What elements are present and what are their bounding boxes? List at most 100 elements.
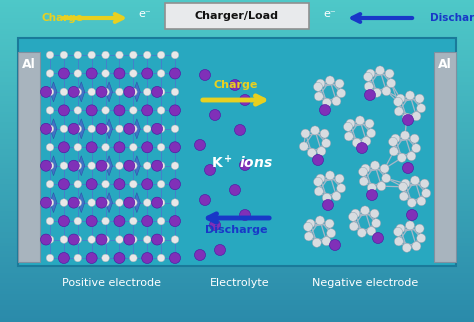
Circle shape [325, 219, 334, 228]
Circle shape [46, 125, 54, 133]
Circle shape [157, 217, 165, 225]
Circle shape [382, 87, 391, 96]
Polygon shape [133, 193, 140, 213]
Circle shape [60, 199, 68, 206]
Circle shape [337, 184, 346, 193]
Circle shape [171, 88, 179, 96]
Circle shape [60, 180, 68, 188]
Circle shape [88, 199, 95, 206]
Circle shape [46, 236, 54, 243]
Circle shape [102, 144, 109, 151]
Circle shape [335, 174, 344, 183]
Circle shape [415, 94, 424, 103]
Circle shape [417, 197, 426, 206]
Circle shape [171, 144, 179, 151]
Circle shape [304, 232, 313, 241]
Circle shape [361, 206, 370, 215]
Circle shape [157, 144, 165, 151]
Circle shape [377, 182, 386, 191]
Circle shape [200, 70, 210, 80]
Circle shape [171, 51, 179, 59]
Polygon shape [106, 156, 112, 176]
Circle shape [40, 86, 52, 98]
Circle shape [194, 250, 206, 260]
Circle shape [88, 51, 95, 59]
Text: e⁻: e⁻ [323, 9, 336, 19]
Circle shape [357, 228, 366, 237]
Circle shape [102, 180, 109, 188]
Polygon shape [50, 119, 57, 139]
Circle shape [359, 177, 368, 186]
Circle shape [301, 129, 310, 138]
Circle shape [157, 254, 165, 262]
Circle shape [102, 51, 109, 59]
Circle shape [60, 162, 68, 169]
Circle shape [365, 119, 374, 128]
Circle shape [102, 254, 109, 262]
Circle shape [306, 219, 315, 228]
Circle shape [68, 123, 79, 134]
Polygon shape [133, 119, 140, 139]
Circle shape [116, 254, 123, 262]
Circle shape [74, 199, 82, 206]
Circle shape [415, 224, 424, 233]
Circle shape [326, 171, 335, 180]
Circle shape [88, 236, 95, 243]
Circle shape [116, 88, 123, 96]
Circle shape [327, 229, 336, 238]
Circle shape [144, 125, 151, 133]
Circle shape [396, 94, 405, 103]
Polygon shape [78, 119, 85, 139]
Polygon shape [50, 82, 57, 102]
Circle shape [129, 199, 137, 206]
Circle shape [152, 197, 163, 208]
Circle shape [393, 97, 402, 106]
Circle shape [102, 162, 109, 169]
Circle shape [402, 163, 413, 174]
Circle shape [60, 254, 68, 262]
Circle shape [319, 105, 330, 116]
Circle shape [344, 122, 353, 131]
Text: Discharge: Discharge [205, 225, 267, 235]
Circle shape [337, 89, 346, 98]
Circle shape [412, 112, 421, 121]
Circle shape [144, 236, 151, 243]
Circle shape [88, 180, 95, 188]
Polygon shape [106, 82, 112, 102]
Circle shape [144, 88, 151, 96]
Circle shape [171, 199, 179, 206]
Circle shape [402, 243, 411, 252]
Circle shape [322, 237, 331, 246]
Circle shape [322, 139, 331, 148]
Circle shape [114, 142, 125, 153]
Polygon shape [78, 193, 85, 213]
Circle shape [129, 254, 137, 262]
Circle shape [362, 137, 371, 146]
Circle shape [46, 51, 54, 59]
Circle shape [229, 80, 240, 90]
Circle shape [46, 199, 54, 206]
Circle shape [116, 125, 123, 133]
Circle shape [157, 70, 165, 77]
Circle shape [102, 199, 109, 206]
Circle shape [366, 190, 377, 201]
Circle shape [68, 160, 79, 171]
Circle shape [170, 252, 181, 263]
Circle shape [307, 148, 316, 157]
Circle shape [46, 107, 54, 114]
Circle shape [144, 144, 151, 151]
Circle shape [116, 180, 123, 188]
Circle shape [372, 88, 381, 97]
Circle shape [60, 107, 68, 114]
Circle shape [157, 107, 165, 114]
Circle shape [235, 125, 246, 136]
Circle shape [314, 187, 323, 196]
Circle shape [144, 51, 151, 59]
Circle shape [410, 176, 419, 185]
Circle shape [58, 105, 69, 116]
Circle shape [171, 162, 179, 169]
Circle shape [96, 197, 107, 208]
Circle shape [373, 232, 383, 243]
Circle shape [316, 79, 325, 88]
Circle shape [171, 236, 179, 243]
